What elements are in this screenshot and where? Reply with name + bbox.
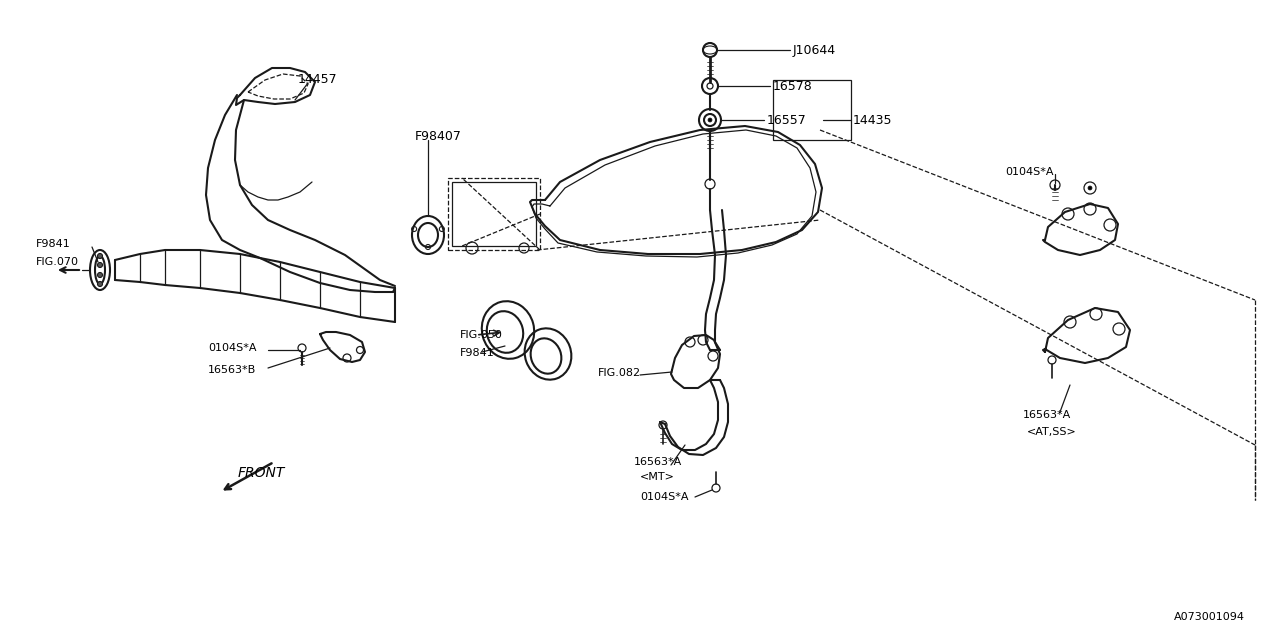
Text: 14435: 14435 — [852, 113, 892, 127]
Text: 0104S*A: 0104S*A — [209, 343, 256, 353]
Text: 16578: 16578 — [773, 79, 813, 93]
Text: 16563*B: 16563*B — [209, 365, 256, 375]
Text: F9841: F9841 — [460, 348, 495, 358]
Text: FIG.070: FIG.070 — [36, 257, 79, 267]
Circle shape — [97, 262, 102, 268]
Text: A073001094: A073001094 — [1174, 612, 1245, 622]
Circle shape — [1088, 186, 1092, 190]
Circle shape — [708, 118, 712, 122]
Bar — [448, 178, 540, 250]
Text: F98407: F98407 — [415, 129, 462, 143]
Text: J10644: J10644 — [794, 44, 836, 56]
Bar — [773, 80, 851, 140]
Text: 16557: 16557 — [767, 113, 806, 127]
Text: 16563*A: 16563*A — [634, 457, 682, 467]
Text: FIG.050: FIG.050 — [460, 330, 503, 340]
Text: <MT>: <MT> — [640, 472, 675, 482]
Text: F9841: F9841 — [36, 239, 70, 249]
Text: 0104S*A: 0104S*A — [1005, 167, 1053, 177]
Text: 0104S*A: 0104S*A — [640, 492, 689, 502]
Text: 14457: 14457 — [298, 72, 338, 86]
Text: 16563*A: 16563*A — [1023, 410, 1071, 420]
Circle shape — [97, 253, 102, 259]
Text: <AT,SS>: <AT,SS> — [1027, 427, 1076, 437]
Bar — [452, 182, 536, 246]
Text: FRONT: FRONT — [238, 466, 285, 480]
Circle shape — [97, 273, 102, 278]
Circle shape — [97, 282, 102, 287]
Text: FIG.082: FIG.082 — [598, 368, 641, 378]
